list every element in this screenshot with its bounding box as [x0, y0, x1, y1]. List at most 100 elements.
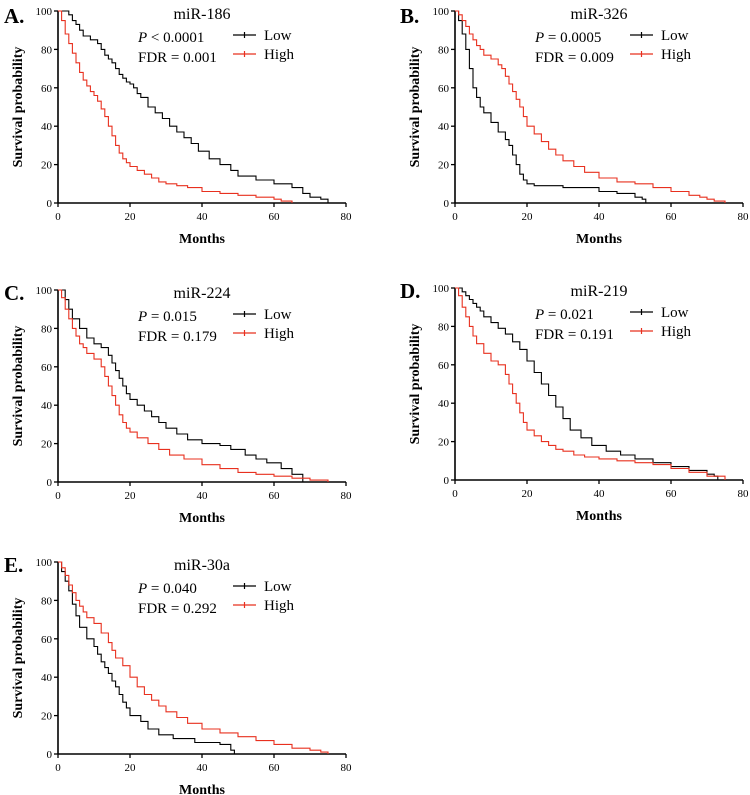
p-value: = 0.0005: [544, 30, 601, 46]
chart-title: miR-224: [174, 285, 231, 302]
p-value-text: P = 0.021: [534, 307, 594, 323]
y-axis-title: Survival probability: [11, 326, 26, 447]
y-tick-label: 40: [438, 121, 450, 133]
legend-label-low: Low: [264, 307, 292, 323]
chart-title: miR-30a: [174, 557, 230, 574]
fdr-text: FDR = 0.179: [138, 329, 217, 345]
legend-label-high: High: [661, 324, 692, 340]
y-axis-title: Survival probability: [408, 324, 423, 445]
curve-high: [455, 10, 726, 203]
y-tick-label: 80: [41, 44, 53, 56]
y-tick-label: 20: [41, 711, 53, 723]
p-value: = 0.040: [147, 581, 197, 597]
y-tick-label: 60: [438, 83, 450, 95]
x-tick-label: 40: [594, 211, 606, 223]
fdr-text: FDR = 0.009: [535, 50, 614, 66]
curve-low: [455, 10, 647, 203]
curve-low: [58, 10, 329, 203]
x-tick-label: 0: [452, 211, 458, 223]
y-tick-label: 0: [444, 475, 450, 487]
p-value-text: P = 0.0005: [534, 30, 601, 46]
legend-label-low: Low: [661, 28, 689, 44]
curve-high: [58, 10, 293, 203]
curve-high: [58, 561, 329, 754]
x-axis-title: Months: [179, 511, 225, 526]
x-tick-label: 60: [269, 762, 281, 774]
chart-title: miR-186: [174, 6, 231, 23]
x-tick-label: 80: [341, 762, 353, 774]
p-symbol: P: [137, 30, 147, 46]
x-tick-label: 0: [55, 490, 61, 502]
curve-low: [58, 289, 304, 482]
y-tick-label: 20: [41, 160, 53, 172]
panel-letter: E.: [4, 553, 23, 577]
y-tick-label: 80: [438, 321, 450, 333]
y-tick-label: 80: [41, 595, 53, 607]
p-value: < 0.0001: [147, 30, 204, 46]
x-tick-label: 40: [197, 211, 209, 223]
x-tick-label: 0: [55, 762, 61, 774]
x-tick-label: 60: [269, 211, 281, 223]
p-value: = 0.015: [147, 309, 197, 325]
p-symbol: P: [534, 30, 544, 46]
x-tick-label: 20: [125, 211, 137, 223]
p-symbol: P: [137, 309, 147, 325]
chart-panel-5: E. 0 20 40 60 80 100 0 20 40 60 80 Months Survival pr…: [4, 553, 352, 795]
y-tick-label: 40: [41, 121, 53, 133]
legend-label-low: Low: [264, 579, 292, 595]
y-axis-title: Survival probability: [11, 47, 26, 168]
y-tick-label: 100: [36, 557, 53, 569]
x-tick-label: 60: [269, 490, 281, 502]
chart-title: miR-326: [571, 6, 628, 23]
legend-label-low: Low: [661, 305, 689, 321]
y-axis-title: Survival probability: [11, 598, 26, 719]
y-tick-label: 100: [36, 285, 53, 297]
fdr-text: FDR = 0.292: [138, 601, 217, 617]
chart-panel-2: B. 0 20 40 60 80 100 0 20 40 60 80 Months Survival pr…: [400, 4, 749, 247]
y-tick-label: 20: [438, 160, 450, 172]
y-tick-label: 20: [438, 437, 450, 449]
curve-high: [58, 289, 329, 482]
x-axis-title: Months: [576, 232, 622, 247]
chart-panel-1: A. 0 20 40 60 80 100 0 20 40 60 80 Months Survival pr…: [4, 4, 352, 247]
p-value-text: P = 0.015: [137, 309, 197, 325]
panel-letter: B.: [400, 4, 419, 28]
p-value: = 0.021: [544, 307, 594, 323]
x-tick-label: 40: [197, 490, 209, 502]
legend-label-low: Low: [264, 28, 292, 44]
x-tick-label: 20: [522, 488, 534, 500]
y-tick-label: 60: [41, 634, 53, 646]
x-tick-label: 80: [738, 211, 750, 223]
x-tick-label: 80: [341, 490, 353, 502]
y-tick-label: 60: [41, 83, 53, 95]
p-symbol: P: [534, 307, 544, 323]
x-tick-label: 60: [666, 488, 678, 500]
y-tick-label: 40: [438, 398, 450, 410]
y-tick-label: 0: [444, 198, 450, 210]
x-tick-label: 60: [666, 211, 678, 223]
panel-letter: A.: [4, 4, 24, 28]
x-tick-label: 40: [197, 762, 209, 774]
y-tick-label: 60: [41, 362, 53, 374]
x-tick-label: 20: [522, 211, 534, 223]
y-tick-label: 0: [47, 477, 53, 489]
curve-high: [455, 287, 726, 480]
x-tick-label: 40: [594, 488, 606, 500]
x-axis-title: Months: [179, 783, 225, 795]
fdr-text: FDR = 0.191: [535, 327, 614, 343]
y-tick-label: 0: [47, 198, 53, 210]
y-tick-label: 80: [41, 323, 53, 335]
x-tick-label: 20: [125, 490, 137, 502]
panel-letter: C.: [4, 281, 24, 305]
y-tick-label: 40: [41, 400, 53, 412]
x-tick-label: 80: [738, 488, 750, 500]
p-symbol: P: [137, 581, 147, 597]
y-tick-label: 100: [433, 6, 450, 18]
legend-label-high: High: [661, 47, 692, 63]
fdr-text: FDR = 0.001: [138, 50, 217, 66]
y-tick-label: 100: [36, 6, 53, 18]
curve-low: [58, 561, 235, 754]
x-axis-title: Months: [576, 509, 622, 524]
panel-letter: D.: [400, 279, 420, 303]
x-tick-label: 0: [55, 211, 61, 223]
